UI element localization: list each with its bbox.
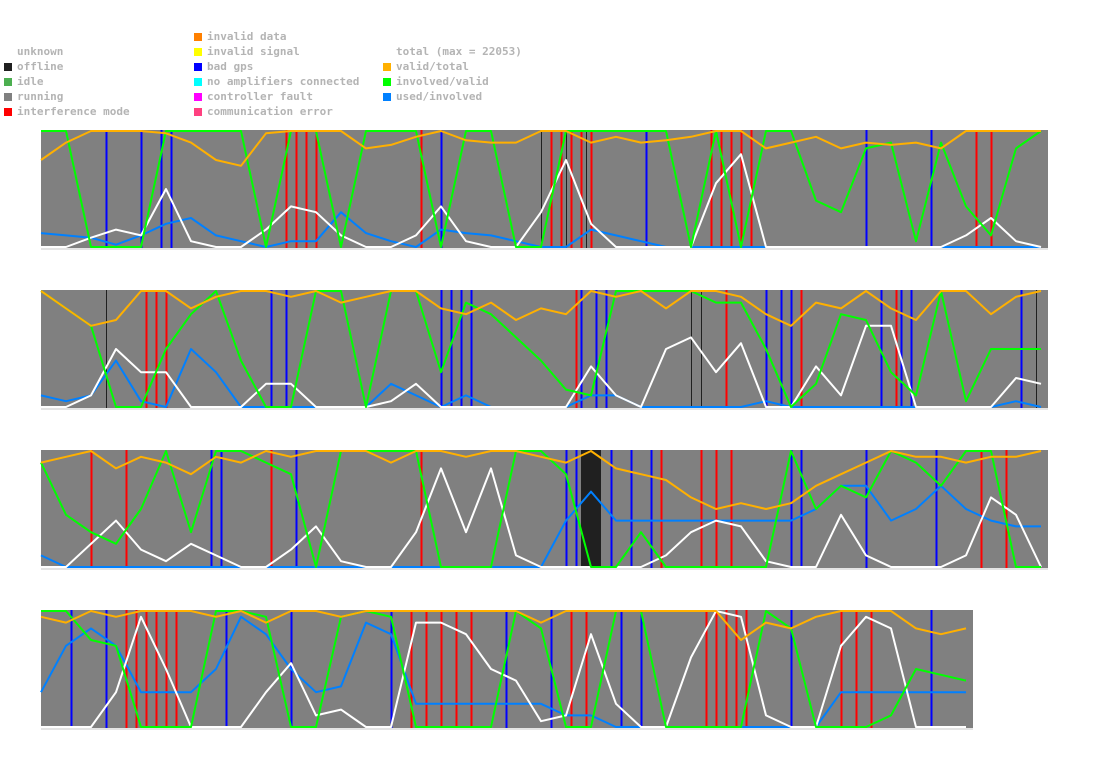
legend-bad-gps: bad gps	[207, 60, 254, 73]
series-involved-per-valid-row-3	[40, 450, 1041, 568]
legend-swatch-communication-error	[194, 108, 202, 116]
offline-block	[581, 450, 601, 568]
series-involved-per-valid-row-1	[41, 130, 1042, 248]
series-involved-per-valid-row-2	[40, 290, 1041, 408]
series-valid-per-total-row-4	[40, 610, 967, 641]
legend-swatch-offline	[4, 63, 12, 71]
legend-swatch-idle	[4, 78, 12, 86]
legend-idle: idle	[17, 75, 44, 88]
legend-offline: offline	[17, 60, 64, 73]
legend-used-involved: used/involved	[396, 90, 483, 103]
legend-swatch-running	[4, 93, 12, 101]
legend-swatch-involved-valid	[383, 78, 391, 86]
legend-communication-error: communication error	[207, 105, 333, 118]
series-involved-per-valid-row-4	[41, 610, 967, 728]
row-3-running-background	[41, 450, 1048, 568]
series-valid-per-total-row-2	[40, 290, 1042, 327]
series-valid-per-total-row-3	[40, 450, 1042, 510]
legend-swatch-interference	[4, 108, 12, 116]
legend-controller-fault: controller fault	[207, 90, 313, 103]
legend-unknown: unknown	[17, 45, 64, 58]
series-valid-per-total-row-1	[40, 130, 1041, 167]
legend-swatch-no-amplifiers	[194, 78, 202, 86]
series-total-row-4	[41, 610, 966, 728]
legend-interference-mode: interference mode	[17, 105, 130, 118]
legend-running: running	[17, 90, 64, 103]
legend-swatch-bad-gps	[194, 63, 202, 71]
legend-swatch-valid-total	[383, 63, 391, 71]
legend-involved-valid: involved/valid	[396, 75, 489, 88]
legend-swatch-invalid-signal	[194, 48, 202, 56]
legend-valid-total: valid/total	[396, 60, 469, 73]
legend-swatch-controller-fault	[194, 93, 202, 101]
legend-total: total (max = 22053)	[396, 45, 522, 58]
series-total-row-3	[41, 467, 1042, 568]
legend-swatch-invalid-data	[194, 33, 202, 41]
series-total-row-2	[41, 324, 1042, 408]
legend-no-amplifiers: no amplifiers connected	[207, 75, 360, 88]
legend-swatch-used-involved	[383, 93, 391, 101]
series-total-row-1	[41, 153, 1042, 248]
legend-invalid-signal: invalid signal	[207, 45, 300, 58]
legend-invalid-data: invalid data	[207, 30, 287, 43]
